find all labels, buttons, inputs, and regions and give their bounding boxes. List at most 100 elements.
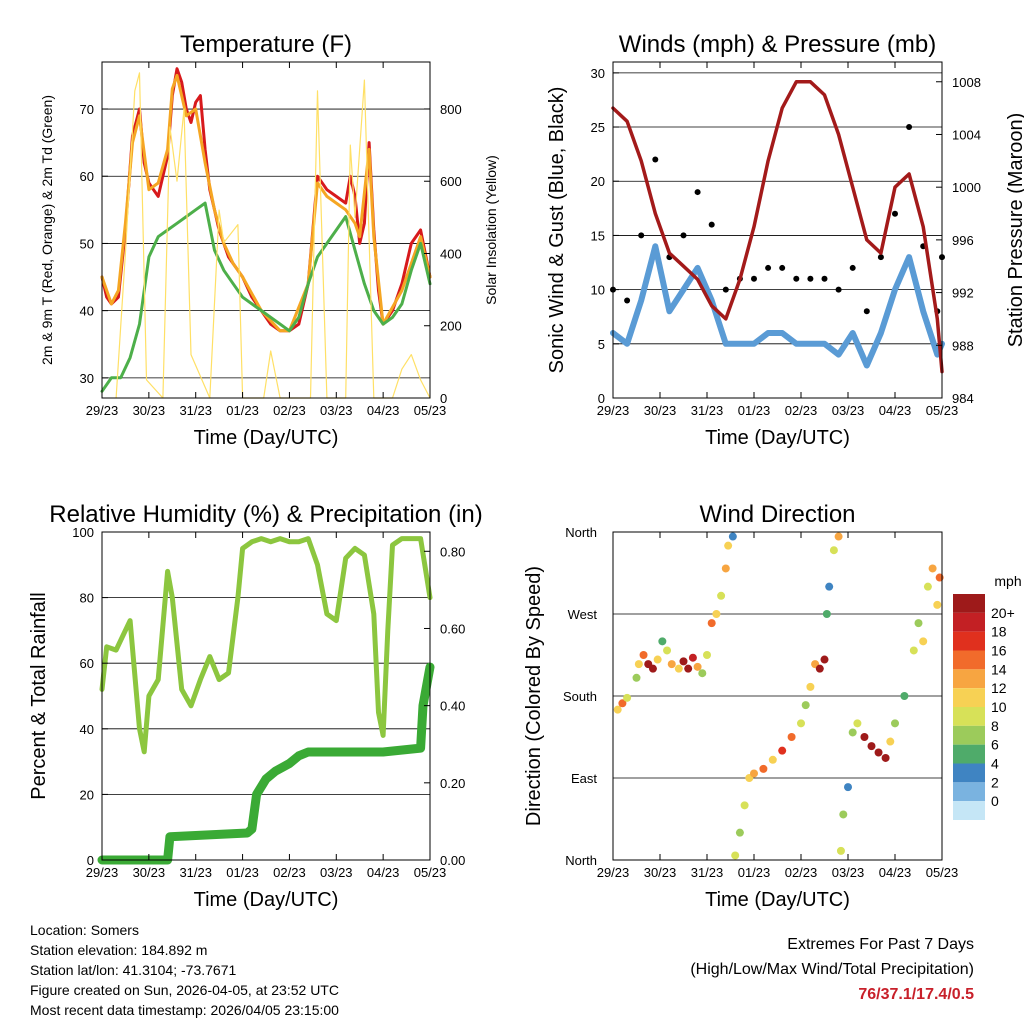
elevation-text: Station elevation: 184.892 m: [30, 942, 208, 958]
y-axis-label: Percent & Total Rainfall: [28, 592, 50, 800]
x-tick-label: 30/23: [644, 403, 677, 418]
colorbar-swatch: [953, 801, 985, 820]
direction-point: [623, 693, 632, 702]
direction-point: [787, 733, 796, 741]
y-tick-label: 60: [80, 169, 94, 184]
direction-point: [721, 564, 730, 573]
direction-point: [806, 682, 815, 691]
y-tick-label: 10: [591, 283, 605, 298]
y2-tick-label: 996: [952, 233, 974, 248]
direction-point: [848, 728, 857, 737]
y-tick-label: 25: [591, 120, 605, 135]
direction-point: [658, 637, 667, 646]
direction-point: [674, 664, 683, 673]
direction-point: [688, 653, 697, 662]
y-axis-label: Direction (Colored By Speed): [523, 566, 545, 826]
y2-tick-label: 0.60: [440, 621, 465, 636]
x-tick-label: 04/23: [879, 403, 912, 418]
direction-point: [834, 532, 843, 541]
direction-point: [874, 748, 883, 757]
direction-point: [639, 651, 648, 659]
plot-frame-2: [101, 531, 431, 861]
direction-point: [914, 619, 923, 628]
latlon-text: Station lat/lon: 41.3104; -73.7671: [30, 962, 237, 978]
x-tick-label: 02/23: [273, 865, 306, 880]
gust-point: [849, 264, 856, 271]
y-tick-label: West: [568, 607, 598, 622]
x-tick-label: 29/23: [597, 865, 630, 880]
chart-title-0: Temperature (F): [180, 31, 352, 58]
colorbar-title: mph: [994, 573, 1021, 589]
y-tick-label: 5: [598, 337, 605, 352]
y2-axis-label: Station Pressure (Maroon): [1005, 113, 1024, 348]
chart-title-3: Wind Direction: [699, 501, 855, 528]
x-tick-label: 04/23: [367, 403, 400, 418]
y2-tick-label: 1000: [952, 180, 981, 195]
x-tick-label: 31/23: [691, 865, 724, 880]
x-axis-label: Time (Day/UTC): [194, 889, 339, 911]
colorbar-label: 12: [991, 680, 1007, 696]
gust-point: [906, 124, 913, 131]
y-tick-label: North: [565, 853, 597, 868]
y2-axis-label: Solar Insolation (Yellow): [483, 155, 499, 305]
colorbar-label: 4: [991, 756, 999, 772]
x-tick-label: 02/23: [273, 403, 306, 418]
direction-point: [632, 673, 641, 682]
colorbar-label: 14: [991, 661, 1007, 677]
series-solar-insolation: [115, 72, 431, 399]
x-tick-label: 31/23: [179, 403, 212, 418]
gust-point: [877, 254, 884, 261]
gust-point: [638, 232, 645, 239]
gust-point: [624, 297, 631, 304]
x-tick-label: 05/23: [414, 865, 447, 880]
direction-point: [731, 851, 740, 860]
y-tick-label: 100: [72, 525, 94, 540]
direction-point: [693, 662, 702, 671]
direction-point: [712, 610, 721, 618]
colorbar-swatch: [953, 650, 985, 670]
direction-point: [778, 746, 787, 755]
colorbar-label: 6: [991, 737, 999, 753]
colorbar-swatch: [953, 688, 985, 707]
gust-point: [793, 275, 800, 282]
series-sonic-wind: [610, 243, 945, 369]
direction-point: [820, 655, 829, 664]
gust-point: [680, 232, 687, 239]
y2-tick-label: 0.80: [440, 544, 465, 559]
colorbar-label: 2: [991, 774, 999, 790]
y2-tick-label: 0.00: [440, 853, 465, 868]
colorbar-label: 8: [991, 718, 999, 734]
direction-point: [909, 646, 918, 655]
chart-title-1: Winds (mph) & Pressure (mb): [619, 31, 936, 58]
series-station-pressure: [611, 80, 944, 374]
series-2m-td: [100, 201, 432, 393]
colorbar-swatch: [953, 669, 985, 689]
y2-tick-label: 800: [440, 102, 462, 117]
direction-point: [740, 801, 749, 810]
direction-point: [684, 664, 693, 673]
direction-point: [797, 719, 805, 728]
plot-frame-1: [612, 61, 943, 399]
x-tick-label: 30/23: [644, 865, 677, 880]
y2-tick-label: 988: [952, 338, 974, 353]
direction-point: [815, 664, 824, 673]
direction-point: [886, 737, 895, 746]
direction-point: [853, 719, 862, 728]
gust-point: [821, 275, 828, 282]
direction-point: [844, 783, 852, 792]
plot-frame-3: [612, 531, 943, 861]
x-tick-label: 05/23: [414, 403, 447, 418]
direction-point: [933, 600, 942, 609]
gust-point: [751, 275, 757, 282]
direction-point: [613, 705, 622, 714]
x-tick-label: 01/23: [738, 865, 771, 880]
y2-tick-label: 992: [952, 286, 974, 301]
x-tick-label: 03/23: [832, 403, 865, 418]
direction-point: [648, 664, 657, 673]
gust-point: [835, 286, 842, 293]
x-tick-label: 31/23: [179, 865, 212, 880]
y-tick-label: 70: [80, 102, 94, 117]
direction-point: [735, 828, 744, 837]
x-tick-label: 03/23: [832, 865, 865, 880]
colorbar-swatch: [953, 744, 985, 764]
